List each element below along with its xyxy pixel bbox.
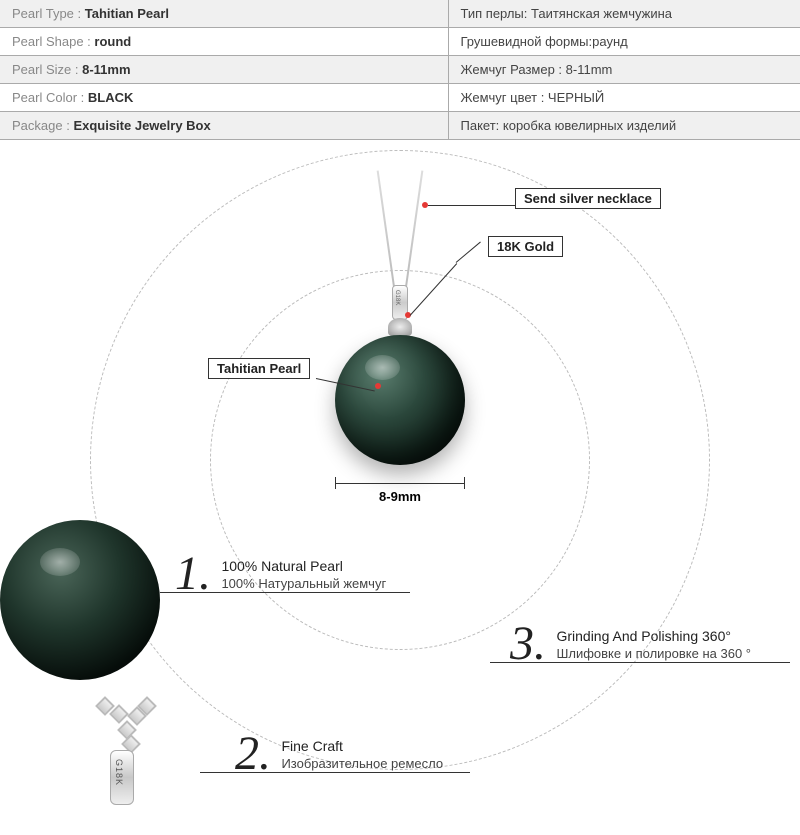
necklace-chain: G18K	[370, 170, 430, 340]
spec-label: Pearl Size :	[12, 62, 82, 77]
callout-gold: 18K Gold	[488, 236, 563, 257]
feature-text-en: 100% Natural Pearl	[221, 558, 386, 574]
feature-text-en: Fine Craft	[281, 738, 443, 754]
callout-text: Send silver necklace	[515, 188, 661, 209]
spec-value: Tahitian Pearl	[85, 6, 169, 21]
feature-3: 3. Grinding And Polishing 360° Шлифовке …	[510, 620, 751, 668]
pearl-cap	[388, 318, 412, 336]
main-pearl-image	[335, 335, 465, 465]
callout-text: Tahitian Pearl	[208, 358, 310, 379]
product-diagram: G18K Send silver necklace 18K Gold Tahit…	[0, 140, 800, 780]
spec-ru: Жемчуг Размер : 8-11mm	[448, 56, 800, 84]
callout-text: 18K Gold	[488, 236, 563, 257]
detail-chain-image: G18K	[60, 695, 200, 835]
spec-row: Pearl Type : Tahitian Pearl Тип перлы: Т…	[0, 0, 800, 28]
feature-text-ru: Шлифовке и полировке на 360 °	[556, 646, 751, 661]
spec-ru: Тип перлы: Таитянская жемчужина	[448, 0, 800, 28]
chain-segment	[405, 170, 424, 289]
bail-marking: G18K	[114, 759, 124, 786]
pearl-highlight	[365, 355, 400, 380]
spec-value: round	[94, 34, 131, 49]
feature-underline	[490, 662, 790, 663]
spec-row: Pearl Shape : round Грушевидной формы:ра…	[0, 28, 800, 56]
spec-label: Pearl Type :	[12, 6, 85, 21]
feature-text-ru: 100% Натуральный жемчуг	[221, 576, 386, 591]
spec-row: Pearl Color : BLACK Жемчуг цвет : ЧЕРНЫЙ	[0, 84, 800, 112]
feature-text-en: Grinding And Polishing 360°	[556, 628, 751, 644]
feature-number: 2.	[235, 730, 271, 778]
feature-number: 1.	[175, 550, 211, 598]
spec-label: Package :	[12, 118, 73, 133]
spec-table: Pearl Type : Tahitian Pearl Тип перлы: Т…	[0, 0, 800, 140]
spec-value: Exquisite Jewelry Box	[73, 118, 210, 133]
dimension-indicator: 8-9mm	[335, 475, 465, 495]
feature-underline	[160, 592, 410, 593]
callout-necklace: Send silver necklace	[515, 188, 661, 209]
spec-row: Package : Exquisite Jewelry Box Пакет: к…	[0, 112, 800, 140]
callout-line	[428, 205, 515, 206]
spec-label: Pearl Shape :	[12, 34, 94, 49]
callout-pearl: Tahitian Pearl	[208, 358, 310, 379]
spec-label: Pearl Color :	[12, 90, 88, 105]
feature-text-ru: Изобразительное ремесло	[281, 756, 443, 771]
dimension-bar	[335, 483, 465, 484]
spec-value: BLACK	[88, 90, 134, 105]
feature-underline	[200, 772, 470, 773]
spec-value: 8-11mm	[82, 62, 130, 77]
feature-2: 2. Fine Craft Изобразительное ремесло	[235, 730, 443, 778]
dimension-label: 8-9mm	[335, 489, 465, 504]
detail-bail: G18K	[110, 750, 134, 805]
spec-ru: Пакет: коробка ювелирных изделий	[448, 112, 800, 140]
marker-dot-icon	[375, 383, 381, 389]
spec-ru: Грушевидной формы:раунд	[448, 28, 800, 56]
bail-marking: G18K	[394, 290, 400, 305]
feature-1: 1. 100% Natural Pearl 100% Натуральный ж…	[175, 550, 386, 598]
spec-ru: Жемчуг цвет : ЧЕРНЫЙ	[448, 84, 800, 112]
detail-pearl-image	[0, 520, 160, 680]
chain-segment	[377, 170, 396, 289]
spec-row: Pearl Size : 8-11mm Жемчуг Размер : 8-11…	[0, 56, 800, 84]
pearl-highlight	[40, 548, 80, 576]
feature-number: 3.	[510, 620, 546, 668]
